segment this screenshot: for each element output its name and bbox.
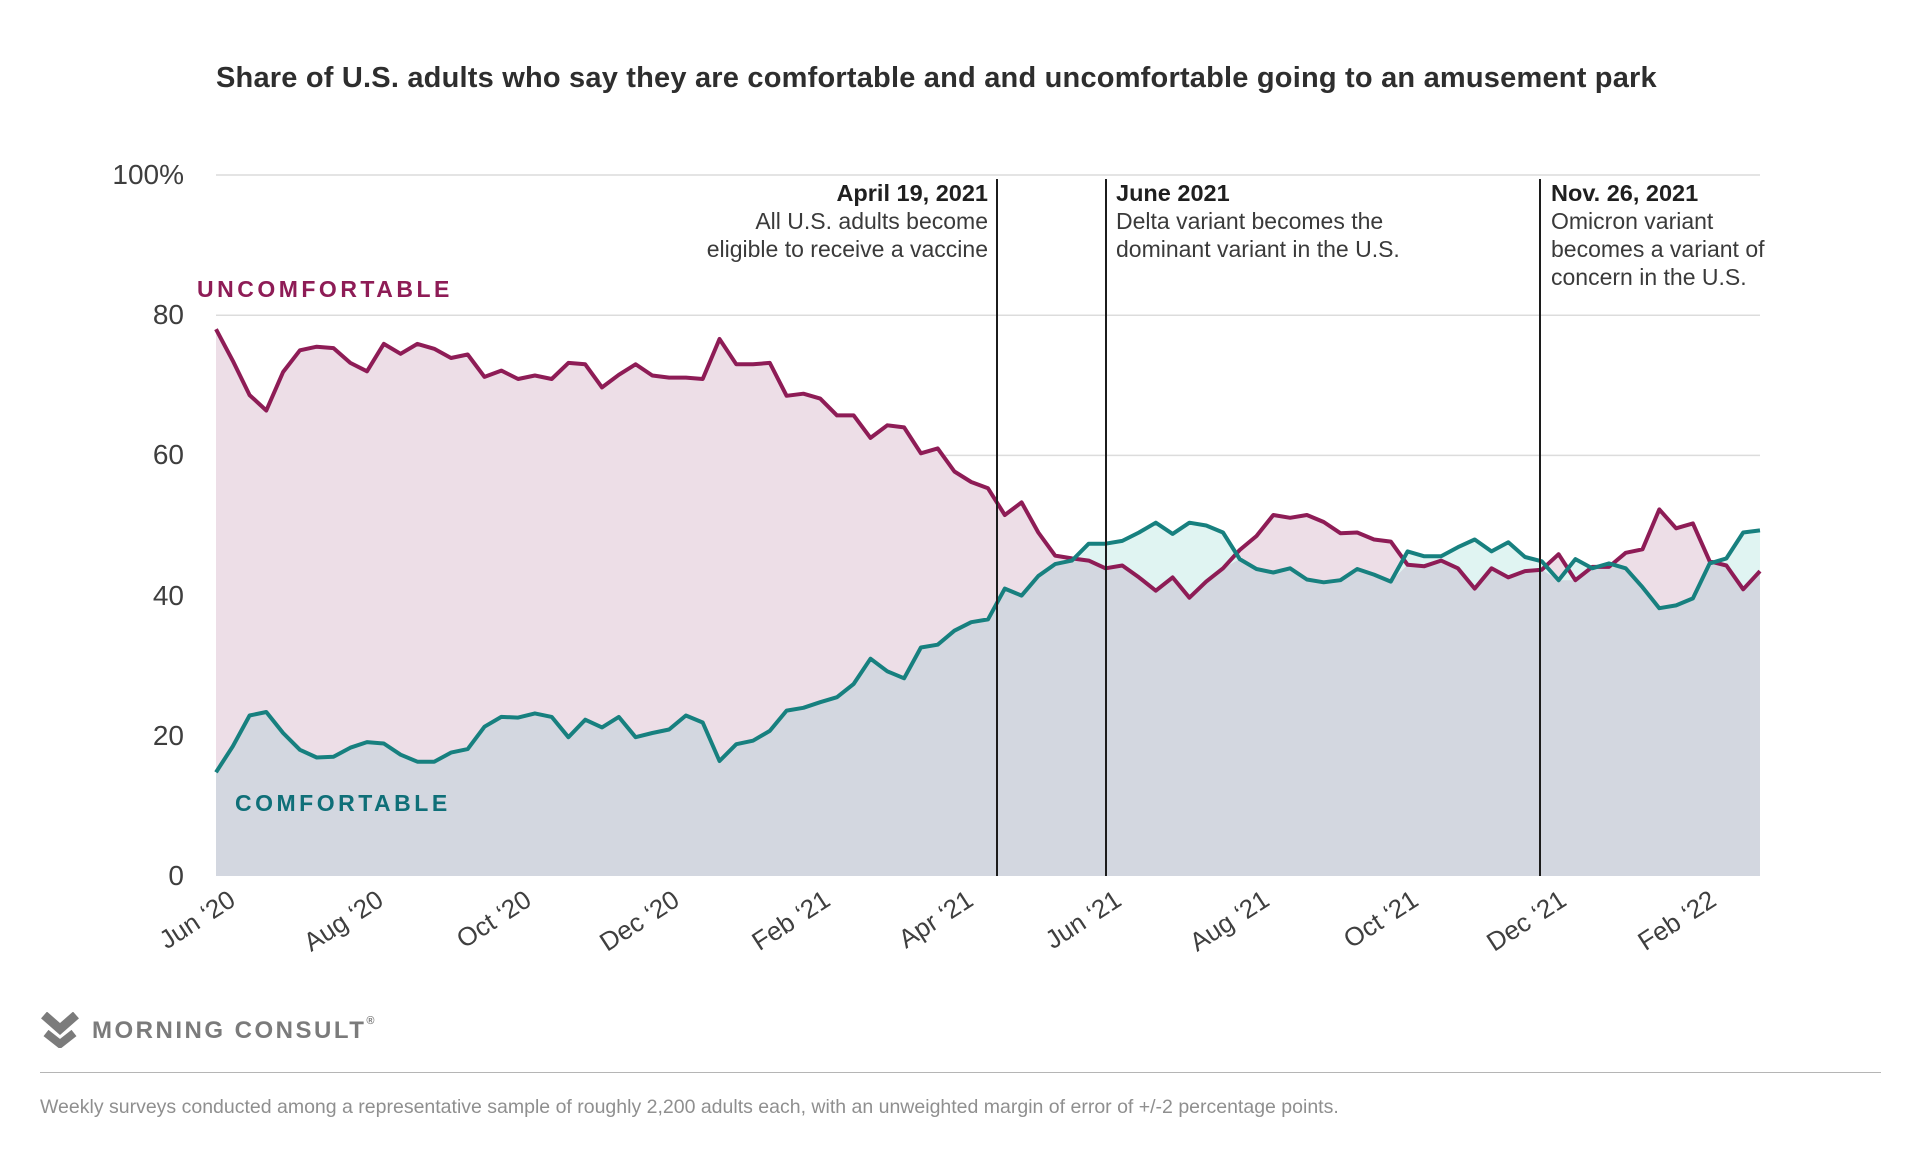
annotation-text-line: dominant variant in the U.S.	[1116, 236, 1400, 262]
y-axis-label-0: 0	[168, 860, 184, 891]
lower-band-gray-fill	[216, 559, 1760, 876]
registered-mark: ®	[366, 1015, 375, 1027]
comfortable-series-label: COMFORTABLE	[235, 790, 451, 816]
y-axis-label-40: 40	[152, 580, 184, 611]
annotation-delta-variant: June 2021 Delta variant becomes the domi…	[1116, 179, 1400, 263]
uncomfortable-line	[214, 328, 1762, 600]
comfortable-line	[214, 520, 1761, 774]
logo-wordmark: MORNING CONSULT	[92, 1017, 367, 1044]
annotation-title: June 2021	[1116, 180, 1230, 206]
y-axis-label-20: 20	[152, 720, 184, 751]
annotation-text-line: concern in the U.S.	[1551, 264, 1747, 290]
page-title: Share of U.S. adults who say they are co…	[216, 62, 1657, 94]
annotation-title: April 19, 2021	[836, 180, 988, 206]
annotation-title: Nov. 26, 2021	[1551, 180, 1699, 206]
annotation-text-line: All U.S. adults become	[755, 208, 988, 234]
footer-divider	[40, 1072, 1881, 1073]
uncomfortable-series-label: UNCOMFORTABLE	[197, 276, 453, 302]
morning-consult-logo: MORNING CONSULT®	[40, 1011, 374, 1050]
logo-text: MORNING CONSULT®	[92, 1015, 374, 1045]
annotation-text-line: Delta variant becomes the	[1116, 208, 1384, 234]
annotation-text-line: Omicron variant	[1551, 208, 1714, 234]
annotation-vaccine-eligibility: April 19, 2021 All U.S. adults become el…	[707, 179, 988, 263]
y-axis-label-80: 80	[152, 299, 184, 330]
annotation-event-lines	[996, 179, 1541, 876]
y-axis-label-100: 100%	[112, 159, 184, 190]
annotation-text-line: becomes a variant of	[1551, 236, 1765, 262]
morning-consult-mark-icon	[41, 1011, 79, 1050]
annotation-omicron-variant: Nov. 26, 2021 Omicron variant becomes a …	[1551, 179, 1765, 291]
y-axis-label-60: 60	[152, 439, 184, 470]
annotation-text-line: eligible to receive a vaccine	[706, 236, 988, 262]
methodology-footnote: Weekly surveys conducted among a represe…	[40, 1096, 1339, 1118]
